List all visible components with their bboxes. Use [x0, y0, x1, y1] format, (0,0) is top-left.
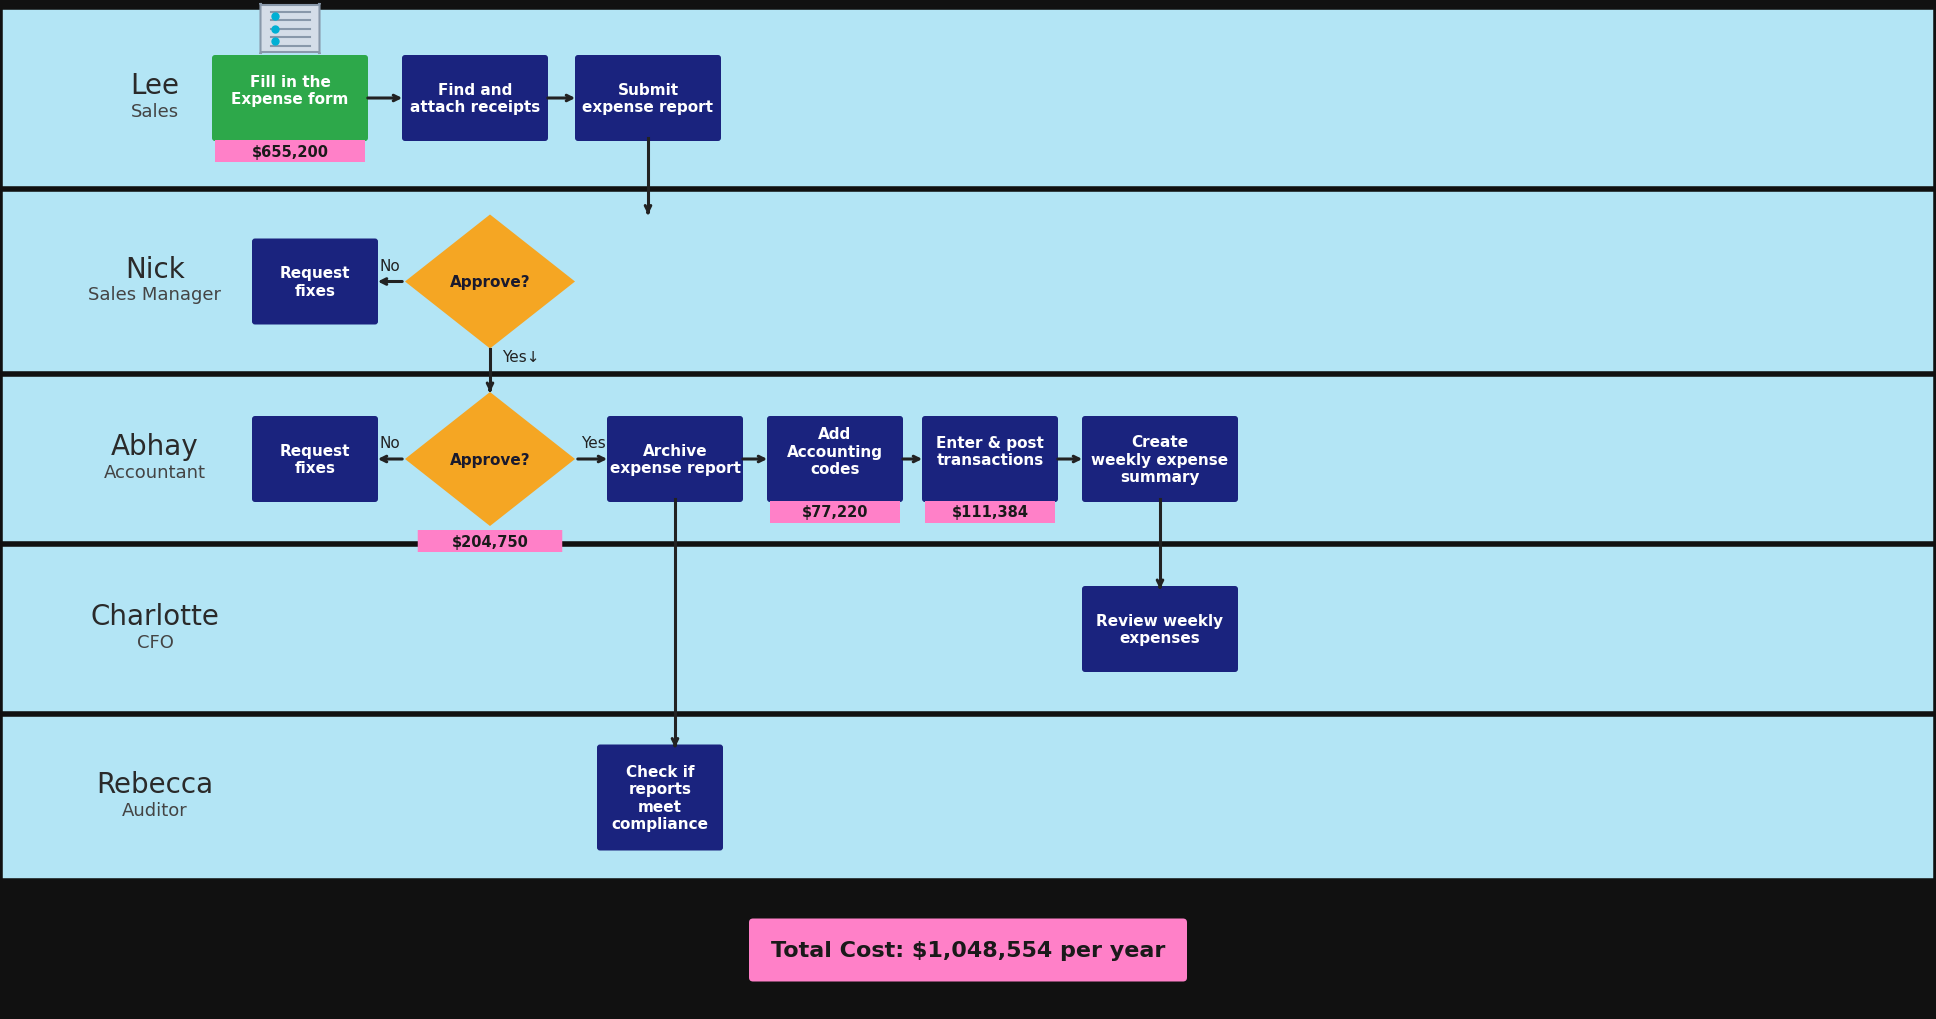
FancyBboxPatch shape	[575, 56, 720, 142]
FancyBboxPatch shape	[261, 4, 319, 55]
Polygon shape	[405, 215, 575, 350]
Bar	[0, 714, 1936, 881]
Bar	[0, 8, 1936, 190]
Polygon shape	[405, 392, 575, 527]
Bar	[0, 881, 1936, 1019]
FancyBboxPatch shape	[771, 501, 900, 524]
FancyBboxPatch shape	[252, 239, 378, 325]
FancyBboxPatch shape	[213, 56, 368, 142]
Text: $655,200: $655,200	[252, 145, 329, 159]
Text: Auditor: Auditor	[122, 802, 188, 819]
Text: Sales Manager: Sales Manager	[89, 286, 221, 305]
Text: Add
Accounting
codes: Add Accounting codes	[788, 427, 883, 477]
Bar	[0, 544, 1936, 714]
Text: $77,220: $77,220	[802, 505, 867, 520]
FancyBboxPatch shape	[767, 417, 902, 502]
Text: Enter & post
transactions: Enter & post transactions	[937, 435, 1044, 468]
Text: Accountant: Accountant	[105, 464, 205, 482]
Text: $204,750: $204,750	[451, 534, 529, 549]
Text: CFO: CFO	[137, 634, 174, 651]
Text: $111,384: $111,384	[951, 505, 1028, 520]
FancyBboxPatch shape	[922, 417, 1057, 502]
Text: Archive
expense report: Archive expense report	[610, 443, 740, 476]
Text: Lee: Lee	[130, 72, 180, 100]
Text: Yes↓: Yes↓	[501, 350, 540, 365]
Text: Nick: Nick	[126, 255, 184, 283]
FancyBboxPatch shape	[252, 417, 378, 502]
FancyBboxPatch shape	[608, 417, 743, 502]
Text: Abhay: Abhay	[110, 433, 199, 461]
Text: Approve?: Approve?	[449, 452, 530, 467]
Text: Create
weekly expense
summary: Create weekly expense summary	[1092, 435, 1229, 484]
Text: Total Cost: $1,048,554 per year: Total Cost: $1,048,554 per year	[771, 941, 1165, 960]
Text: Charlotte: Charlotte	[91, 602, 219, 631]
FancyBboxPatch shape	[1082, 417, 1237, 502]
Text: Find and
attach receipts: Find and attach receipts	[410, 83, 540, 115]
Text: Yes: Yes	[581, 436, 606, 451]
FancyBboxPatch shape	[925, 501, 1055, 524]
Text: Fill in the
Expense form: Fill in the Expense form	[230, 74, 348, 107]
FancyBboxPatch shape	[403, 56, 548, 142]
Text: Rebecca: Rebecca	[97, 770, 213, 799]
Bar	[0, 190, 1936, 375]
Bar	[0, 375, 1936, 544]
Text: Review weekly
expenses: Review weekly expenses	[1096, 613, 1224, 646]
Text: No: No	[379, 259, 401, 274]
Text: No: No	[379, 436, 401, 451]
Text: Request
fixes: Request fixes	[279, 443, 350, 476]
FancyBboxPatch shape	[596, 745, 722, 851]
Text: Sales: Sales	[132, 103, 178, 121]
FancyBboxPatch shape	[215, 141, 366, 163]
Text: Approve?: Approve?	[449, 275, 530, 289]
FancyBboxPatch shape	[749, 918, 1187, 981]
Text: Submit
expense report: Submit expense report	[583, 83, 714, 115]
Text: Request
fixes: Request fixes	[279, 266, 350, 299]
Text: Check if
reports
meet
compliance: Check if reports meet compliance	[612, 764, 709, 832]
FancyBboxPatch shape	[418, 531, 561, 552]
FancyBboxPatch shape	[1082, 586, 1237, 673]
